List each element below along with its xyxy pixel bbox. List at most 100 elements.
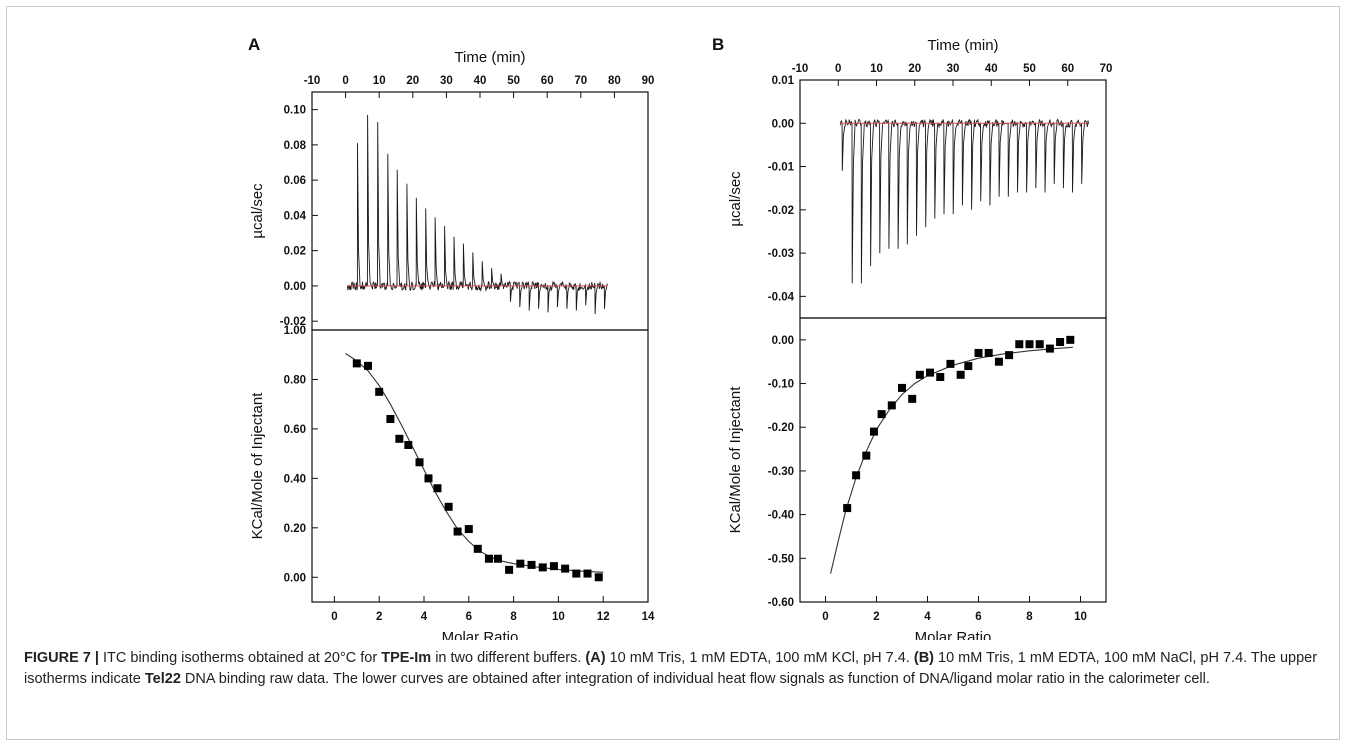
time-tick-label: 40 [474, 75, 487, 87]
raw-y-tick-label: -0.02 [768, 205, 794, 217]
raw-y-tick-label: 0.01 [772, 75, 795, 87]
caption-dna: Tel22 [144, 671, 181, 687]
raw-plot-frame [311, 91, 649, 331]
isotherm-data-point [994, 357, 1003, 366]
isotherm-y-tick-label: 0.20 [284, 523, 306, 535]
caption-buffer-a: 10 mM Tris, 1 mM EDTA, 100 mM KCl, pH 7.… [605, 650, 914, 666]
isotherm-data-point [898, 383, 906, 392]
isotherm-fit-curve [345, 353, 604, 573]
isotherm-y-tick-label: 0.40 [284, 473, 306, 485]
time-tick-label: 20 [908, 63, 921, 75]
isotherm-y-tick-label: 0.60 [284, 424, 306, 436]
isotherm-data-point [877, 410, 886, 419]
isotherm-y-tick-label: -0.30 [768, 466, 794, 478]
molar-ratio-tick-label: 2 [873, 611, 879, 623]
isotherm-data-point [484, 554, 493, 563]
molar-ratio-tick-label: 0 [822, 611, 828, 623]
time-tick-label: -10 [304, 75, 321, 87]
molar-ratio-tick-label: 10 [552, 611, 565, 623]
molar-ratio-tick-label: 6 [975, 611, 981, 623]
figure-caption: FIGURE 7 | ITC binding isotherms obtaine… [24, 648, 1324, 690]
raw-y-tick-label: -0.04 [768, 291, 795, 303]
isotherm-data-point [946, 359, 955, 368]
time-tick-label: 60 [541, 75, 554, 87]
isotherm-y-tick-label: 0.80 [284, 374, 306, 386]
isotherm-fit-curve [830, 346, 1073, 574]
isotherm-data-point [375, 387, 384, 396]
molar-ratio-tick-label: 10 [1074, 611, 1087, 623]
molar-ratio-tick-label: 12 [597, 611, 610, 623]
isotherm-y-tick-label: 0.00 [772, 335, 794, 347]
raw-y-tick-label: 0.00 [772, 118, 794, 130]
molar-ratio-tick-label: 14 [642, 611, 655, 623]
time-tick-label: 70 [1100, 63, 1113, 75]
molar-ratio-tick-label: 0 [331, 611, 337, 623]
time-tick-label: 30 [440, 75, 453, 87]
raw-y-axis-title: µcal/sec [249, 183, 266, 239]
isotherm-data-point [464, 525, 473, 534]
isotherm-data-point [1035, 340, 1044, 349]
isotherm-y-tick-label: -0.10 [768, 379, 794, 391]
isotherm-data-point [956, 370, 965, 379]
isotherm-data-point [1015, 340, 1024, 349]
raw-y-tick-label: 0.02 [284, 246, 306, 258]
raw-y-axis-title: µcal/sec [727, 171, 744, 227]
isotherm-data-point [538, 563, 547, 572]
isotherm-data-point [583, 569, 592, 578]
isotherm-data-point [862, 451, 871, 460]
time-tick-label: 90 [642, 75, 655, 87]
isotherm-data-point [404, 440, 413, 449]
isotherm-data-point [386, 415, 395, 424]
molar-ratio-tick-label: 4 [421, 611, 428, 623]
time-axis-title: Time (min) [927, 37, 998, 54]
time-tick-label: 50 [507, 75, 520, 87]
isotherm-data-point [572, 569, 581, 578]
isotherm-data-point [1045, 344, 1054, 353]
isotherm-data-point [415, 458, 424, 467]
caption-label-b: (B) [913, 650, 934, 666]
isotherm-data-point [964, 362, 973, 371]
isotherm-y-tick-label: 1.00 [284, 325, 306, 337]
raw-y-tick-label: 0.08 [284, 140, 307, 152]
isotherm-data-point [424, 474, 433, 483]
isotherm-data-point [843, 504, 852, 513]
isotherm-data-point [527, 560, 536, 569]
time-tick-label: 10 [373, 75, 386, 87]
time-tick-label: 30 [947, 63, 960, 75]
isotherm-data-point [936, 372, 945, 381]
time-tick-label: 0 [835, 63, 841, 75]
isotherm-y-tick-label: -0.20 [768, 422, 794, 434]
panel-label-b: B [712, 35, 724, 54]
time-tick-label: 80 [608, 75, 621, 87]
isotherm-plot-frame [311, 329, 649, 603]
time-tick-label: 40 [985, 63, 998, 75]
figure-label: FIGURE 7 | [24, 650, 99, 666]
isotherm-data-point [984, 348, 993, 357]
molar-ratio-axis-title: Molar Ratio [442, 629, 519, 640]
molar-ratio-axis-title: Molar Ratio [915, 629, 992, 640]
isotherm-data-point [444, 502, 453, 511]
isotherm-y-tick-label: -0.50 [768, 553, 794, 565]
isotherm-data-point [852, 471, 861, 480]
time-tick-label: 50 [1023, 63, 1036, 75]
raw-heat-trace [346, 114, 608, 315]
caption-buffer-b: 10 mM Tris, 1 mM EDTA, 100 mM NaCl, pH 7… [24, 650, 1318, 687]
time-tick-label: 70 [574, 75, 587, 87]
isotherm-data-point [364, 361, 372, 370]
isotherm-data-point [1066, 335, 1075, 344]
caption-label-a: (A) [585, 650, 606, 666]
raw-y-tick-label: 0.04 [284, 210, 307, 222]
caption-text-1: ITC binding isotherms obtained at 20°C f… [98, 650, 382, 666]
isotherm-data-point [915, 370, 924, 379]
raw-y-tick-label: -0.02 [280, 316, 306, 328]
isotherm-data-point [352, 359, 361, 368]
caption-compound: TPE-Im [381, 650, 432, 666]
raw-heat-trace [839, 118, 1090, 284]
time-axis-title: Time (min) [454, 49, 525, 66]
molar-ratio-tick-label: 6 [466, 611, 472, 623]
panel-label-a: A [248, 35, 260, 54]
isotherm-data-point [549, 562, 558, 571]
isotherm-data-point [433, 484, 442, 493]
isotherm-data-point [561, 564, 570, 573]
